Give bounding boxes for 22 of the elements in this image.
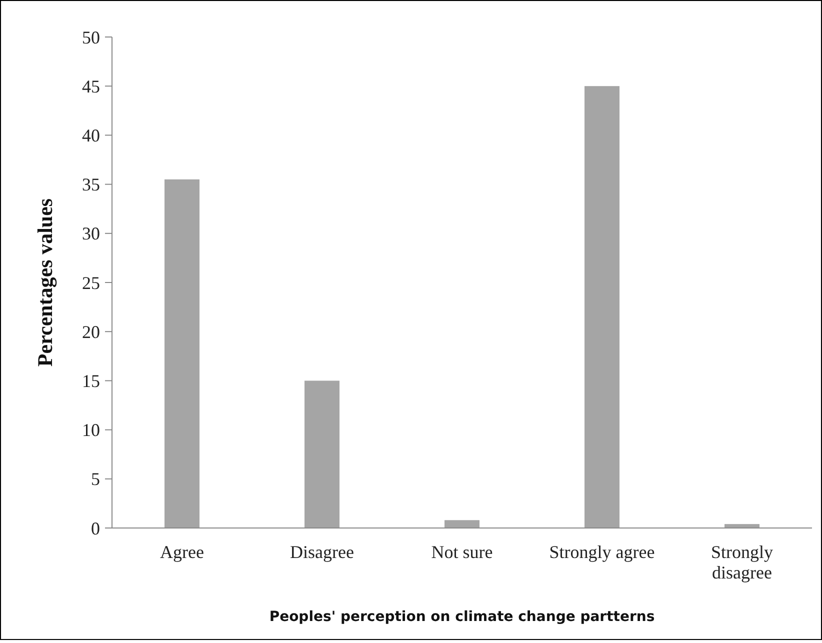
bar — [304, 380, 340, 528]
y-tick-label: 20 — [82, 322, 100, 342]
y-tick-label: 10 — [82, 420, 100, 440]
x-tick-label: Strongly agree — [549, 542, 655, 562]
y-tick-label: 40 — [82, 126, 100, 146]
y-tick-label: 45 — [82, 76, 100, 96]
x-tick-label: Disagree — [290, 542, 354, 562]
x-tick-label: Not sure — [431, 542, 493, 562]
y-tick-label: 30 — [82, 224, 100, 244]
y-tick-label: 35 — [82, 174, 100, 195]
x-tick-label: Agree — [160, 542, 204, 562]
y-tick-label: 5 — [91, 469, 100, 490]
x-tick-label: Strongly disagree — [710, 542, 774, 583]
bar — [164, 179, 200, 528]
bar — [444, 520, 480, 528]
y-axis-title: Percentages values — [33, 198, 57, 367]
y-tick-label: 50 — [82, 27, 100, 48]
y-tick-label: 25 — [82, 272, 100, 293]
y-tick-label: 15 — [82, 371, 100, 391]
y-tick-label: 0 — [91, 518, 100, 538]
bar — [584, 86, 620, 528]
x-axis-title: Peoples' perception on climate change partterns — [269, 609, 655, 625]
